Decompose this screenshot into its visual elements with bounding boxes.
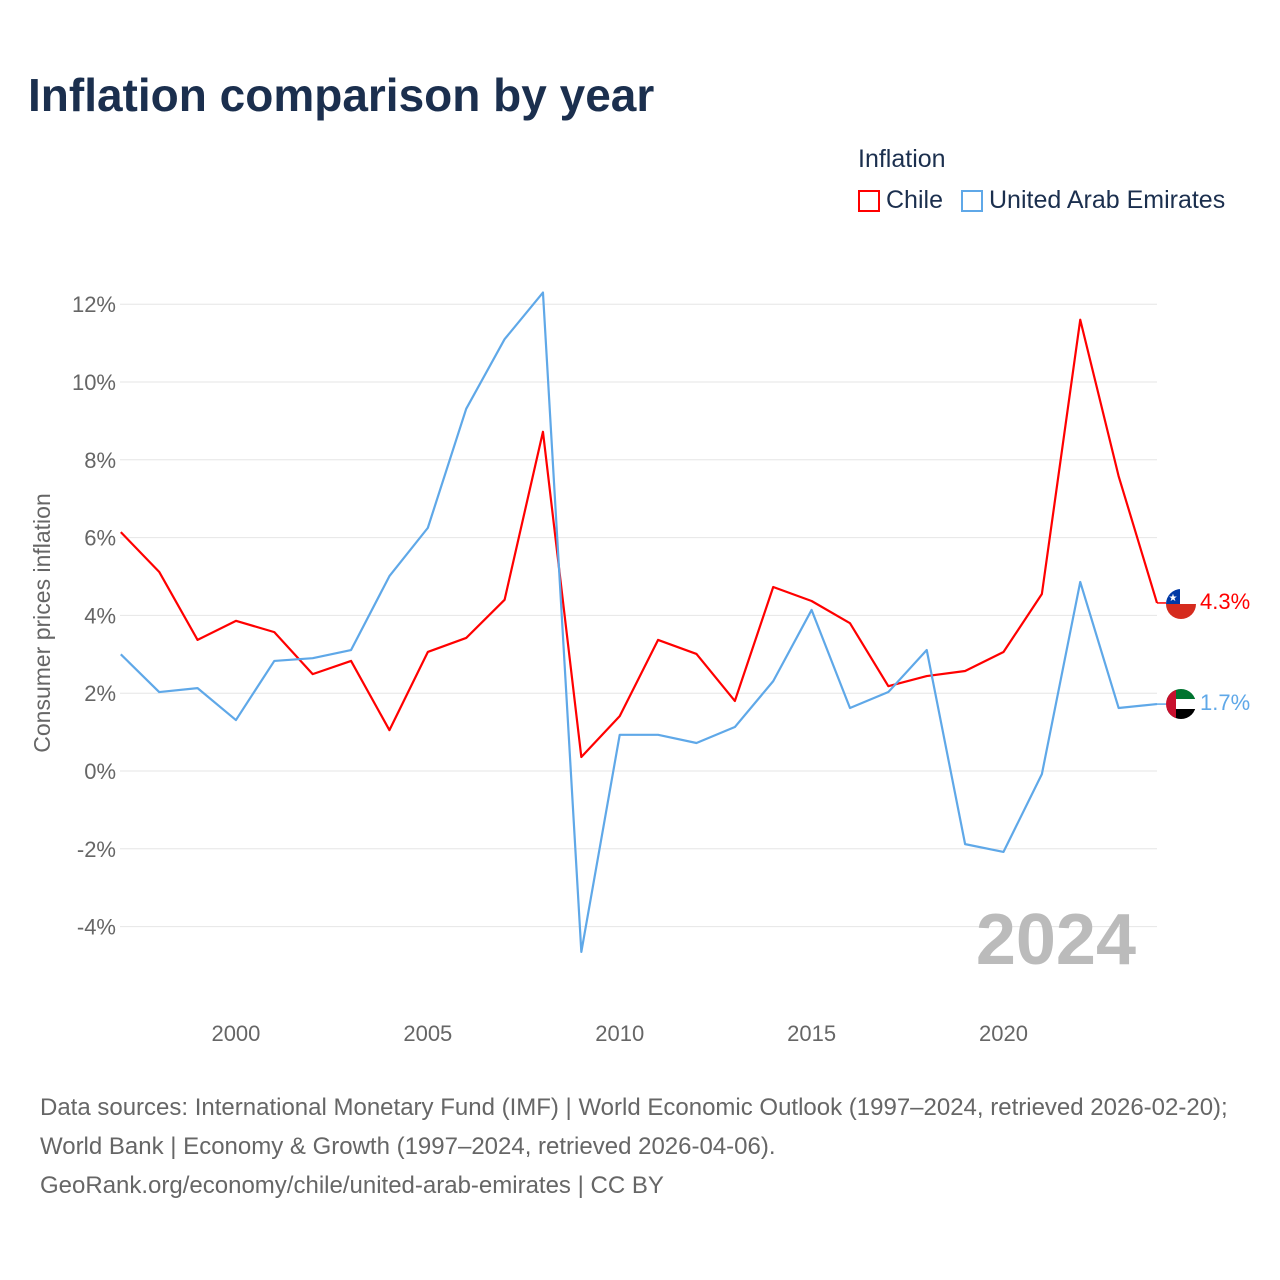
legend-label-uae[interactable]: United Arab Emirates — [988, 186, 1226, 214]
chile-end-label: 4.3% — [1200, 589, 1250, 614]
y-tick-label: 0% — [84, 759, 116, 784]
legend: Chile United Arab Emirates — [858, 186, 1225, 215]
svg-text:★: ★ — [1169, 593, 1178, 604]
line-chart: -4% -2% 0% 2% 4% 6% 8% 10% 12% 2000 2005 2010 2015 2… — [29, 291, 1250, 1046]
legend-swatch-uae[interactable] — [960, 189, 983, 212]
source-link[interactable]: GeoRank.org/economy/chile/united-arab-em… — [40, 1172, 664, 1199]
year-watermark: 2024 — [976, 900, 1136, 980]
legend-label-chile[interactable]: Chile — [886, 186, 943, 214]
source-text: Data sources: International Monetary Fun… — [40, 1094, 1228, 1160]
y-tick-label: 4% — [84, 603, 116, 628]
legend-title: Inflation — [858, 145, 946, 173]
y-tick-label: 12% — [72, 292, 116, 317]
y-tick-label: 8% — [84, 448, 116, 473]
y-axis-label: Consumer prices inflation — [29, 493, 55, 753]
legend-swatch-chile[interactable] — [858, 189, 880, 212]
series-line-uae — [120, 291, 1158, 953]
x-tick-label: 2015 — [787, 1021, 836, 1046]
x-tick-label: 2010 — [595, 1021, 644, 1046]
x-tick-label: 2020 — [979, 1021, 1028, 1046]
y-tick-label: 6% — [84, 526, 116, 551]
y-tick-label: -4% — [77, 915, 116, 940]
chart-title: Inflation comparison by year — [28, 69, 655, 121]
y-tick-label: 10% — [72, 370, 116, 395]
series-line-chile — [120, 318, 1159, 759]
x-tick-label: 2000 — [211, 1021, 260, 1046]
uae-end-label: 1.7% — [1200, 690, 1250, 715]
data-sources: Data sources: International Monetary Fun… — [40, 1088, 1250, 1205]
y-tick-label: -2% — [77, 837, 116, 862]
uae-flag-icon — [1166, 689, 1196, 719]
chile-flag-icon: ★ — [1166, 589, 1196, 619]
y-tick-label: 2% — [84, 681, 116, 706]
x-tick-label: 2005 — [403, 1021, 452, 1046]
